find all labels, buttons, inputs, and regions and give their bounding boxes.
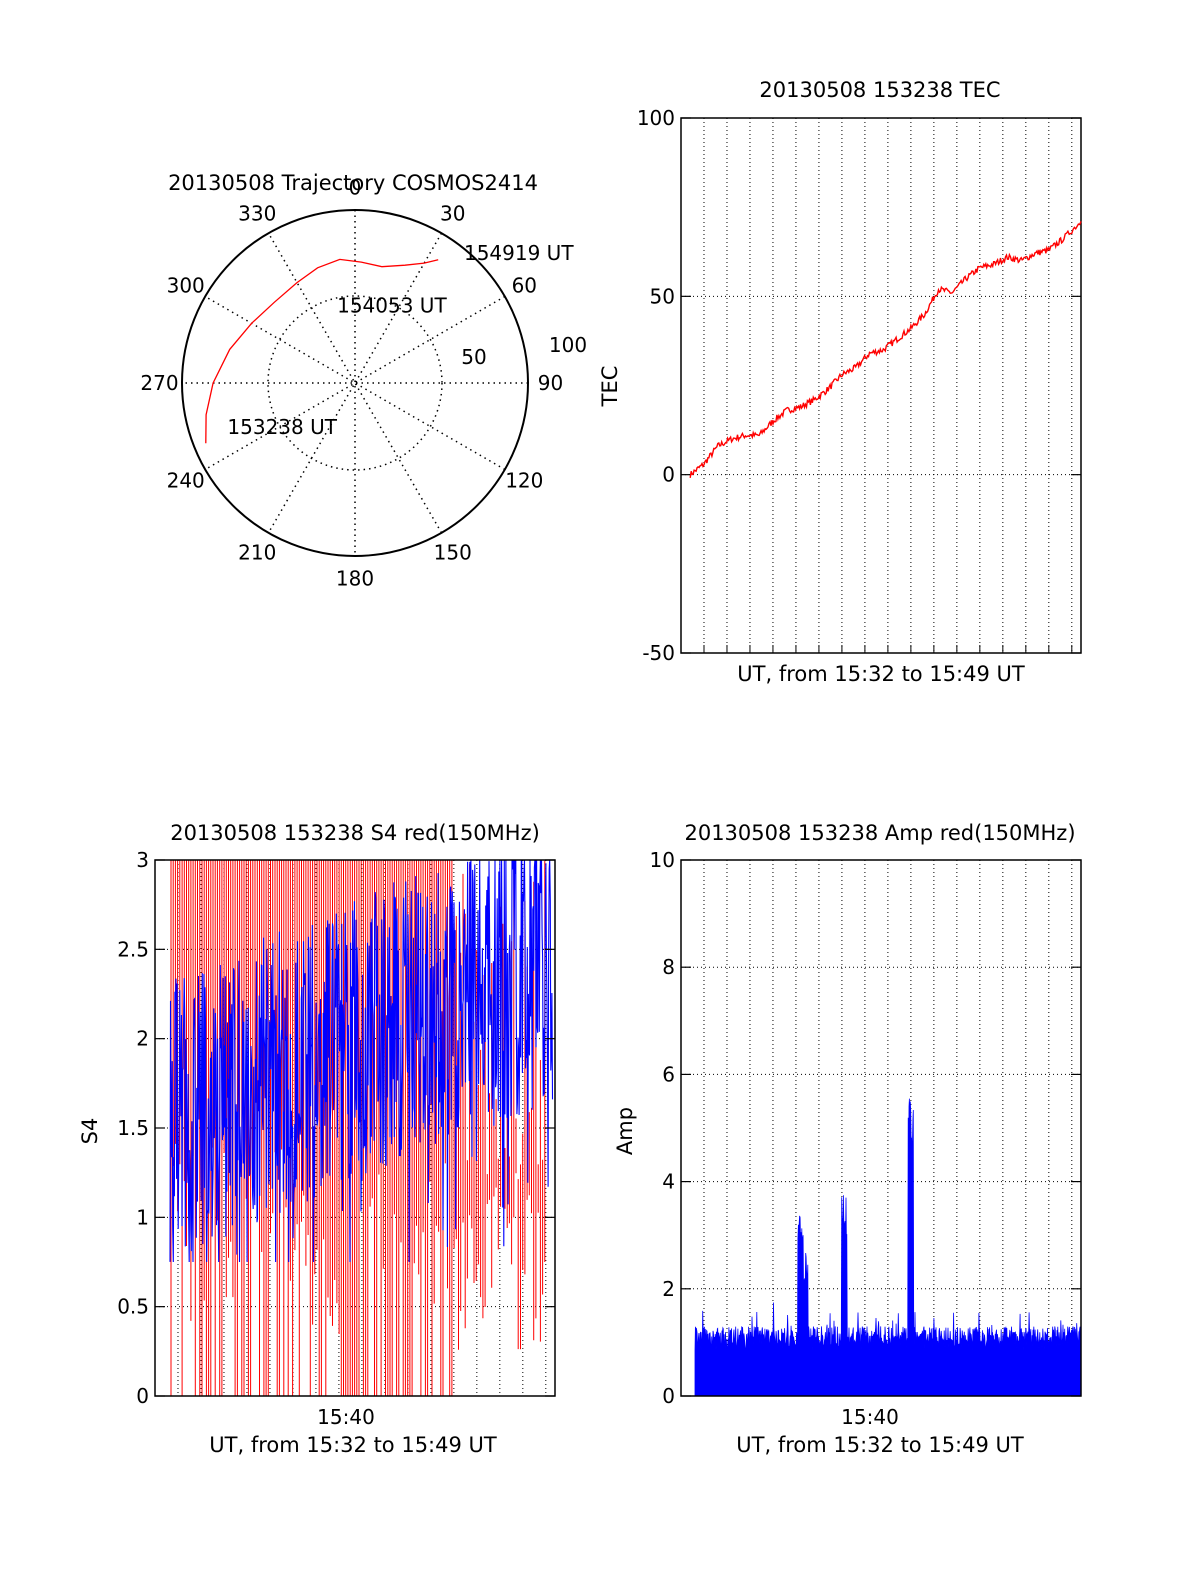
- tec-ytick-label-50: 50: [650, 284, 675, 308]
- amp-x-tick-label: 15:40: [841, 1405, 899, 1429]
- polar-angle-label-150: 150: [434, 540, 472, 564]
- trajectory-time-label-0: 153238 UT: [227, 415, 337, 439]
- polar-spoke-30: [267, 232, 443, 534]
- tec-y-ticks: -50 0 50 100: [637, 106, 1081, 665]
- polar-angle-label-300: 300: [167, 273, 205, 297]
- tec-ytick-label--50: -50: [642, 641, 675, 665]
- s4-ytick-label-1: 1: [136, 1205, 149, 1229]
- polar-angle-label-0: 0: [349, 176, 362, 200]
- tec-ytick-label-0: 0: [662, 463, 675, 487]
- trajectory-polar-plot: 20130508 Trajectory COSMOS2414 0 30 60 90 12…: [140, 171, 587, 590]
- polar-angle-label-270: 270: [140, 371, 178, 395]
- tec-axes-frame: [680, 117, 1082, 654]
- amp-axes-frame: [680, 859, 1082, 1397]
- amp-ytick-label-0: 0: [662, 1384, 675, 1408]
- trajectory-annotations: 153238 UT 154053 UT 154919 UT: [227, 241, 574, 439]
- amp-ytick-label-2: 2: [662, 1277, 675, 1301]
- tec-y-axis-label: TEC: [598, 366, 622, 408]
- s4-y-axis-label: S4: [78, 1118, 102, 1145]
- amp-x-axis-label: UT, from 15:32 to 15:49 UT: [736, 1433, 1024, 1457]
- polar-angle-label-240: 240: [167, 469, 205, 493]
- amp-ytick-label-10: 10: [650, 848, 675, 872]
- tec-gridlines: [681, 118, 1081, 653]
- tec-series-line: [689, 221, 1082, 479]
- polar-angle-labels: 0 30 60 90 120 150 180 210 240 270 300 330: [140, 176, 563, 591]
- polar-angle-label-120: 120: [505, 469, 543, 493]
- amp-y-ticks: 0 2 4 6 8 10: [650, 848, 1081, 1408]
- s4-ytick-label-2.5: 2.5: [117, 937, 149, 961]
- amp-plot: 20130508 153238 Amp red(150MHz) 0246810 …: [613, 821, 1082, 1457]
- tec-x-axis-label: UT, from 15:32 to 15:49 UT: [737, 662, 1025, 686]
- s4-ytick-label-1.5: 1.5: [117, 1116, 149, 1140]
- polar-angle-label-30: 30: [440, 202, 465, 226]
- trajectory-track: [205, 258, 439, 444]
- amp-ytick-label-8: 8: [662, 955, 675, 979]
- s4-title: 20130508 153238 S4 red(150MHz): [170, 821, 540, 845]
- amp-ytick-label-6: 6: [662, 1062, 675, 1086]
- polar-spoke-60: [204, 295, 506, 471]
- polar-angle-label-210: 210: [238, 540, 276, 564]
- tec-title: 20130508 153238 TEC: [759, 78, 1000, 102]
- polar-spoke-120: [204, 295, 506, 471]
- tec-x-minor-ticks: [703, 645, 1073, 653]
- polar-radius-label-100: 100: [549, 333, 587, 357]
- tec-plot: 20130508 153238 TEC -50 0 50 100 TEC UT, fr…: [598, 78, 1082, 686]
- amp-y-axis-label: Amp: [613, 1107, 637, 1155]
- polar-angle-label-90: 90: [538, 371, 563, 395]
- trajectory-time-label-1: 154053 UT: [337, 293, 447, 317]
- s4-ytick-label-3: 3: [136, 848, 149, 872]
- polar-inner-circle: [267, 295, 443, 471]
- s4-plot: 20130508 153238 S4 red(150MHz) 0 0.5 1 1.5 2…: [78, 821, 556, 1457]
- polar-angle-label-60: 60: [512, 273, 537, 297]
- s4-x-axis-label: UT, from 15:32 to 15:49 UT: [209, 1433, 497, 1457]
- polar-spoke-150: [267, 232, 443, 534]
- s4-y-ticks: 0 0.5 1 1.5 2 2.5 3: [117, 848, 555, 1408]
- s4-x-tick-label: 15:40: [317, 1405, 375, 1429]
- trajectory-time-label-2: 154919 UT: [464, 241, 574, 265]
- s4-ytick-label-0.5: 0.5: [117, 1295, 149, 1319]
- polar-radius-label-50: 50: [461, 345, 486, 369]
- polar-angle-label-180: 180: [336, 566, 374, 590]
- amp-series-fill: [694, 1098, 1082, 1397]
- trajectory-title: 20130508 Trajectory COSMOS2414: [168, 171, 538, 195]
- s4-blue-series: [169, 859, 554, 1263]
- amp-gridlines: [681, 860, 1081, 1396]
- amp-ytick-label-4: 4: [662, 1170, 675, 1194]
- s4-ytick-label-2: 2: [136, 1027, 149, 1051]
- amp-title: 20130508 153238 Amp red(150MHz): [684, 821, 1075, 845]
- s4-ytick-label-0: 0: [136, 1384, 149, 1408]
- tec-ytick-label-100: 100: [637, 106, 675, 130]
- polar-angle-label-330: 330: [238, 202, 276, 226]
